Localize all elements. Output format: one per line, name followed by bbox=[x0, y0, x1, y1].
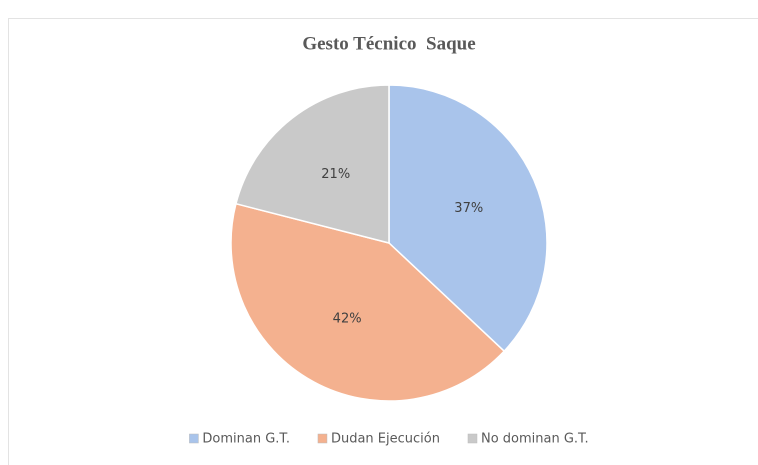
data-label: 21% bbox=[321, 167, 350, 182]
legend-swatch bbox=[189, 433, 199, 444]
pie-slice bbox=[235, 84, 390, 244]
data-label: 37% bbox=[454, 201, 483, 216]
chart-title: Gesto Técnico Saque bbox=[302, 33, 475, 54]
legend-swatch bbox=[467, 433, 478, 444]
legend-label: No dominan G.T. bbox=[481, 432, 589, 447]
legend-label: Dominan G.T. bbox=[202, 432, 290, 447]
pie-slice bbox=[388, 84, 548, 353]
pie-slice bbox=[230, 202, 506, 402]
data-label: 42% bbox=[333, 312, 362, 327]
legend-label: Dudan Ejecución bbox=[331, 432, 440, 447]
legend-swatch bbox=[317, 433, 328, 444]
